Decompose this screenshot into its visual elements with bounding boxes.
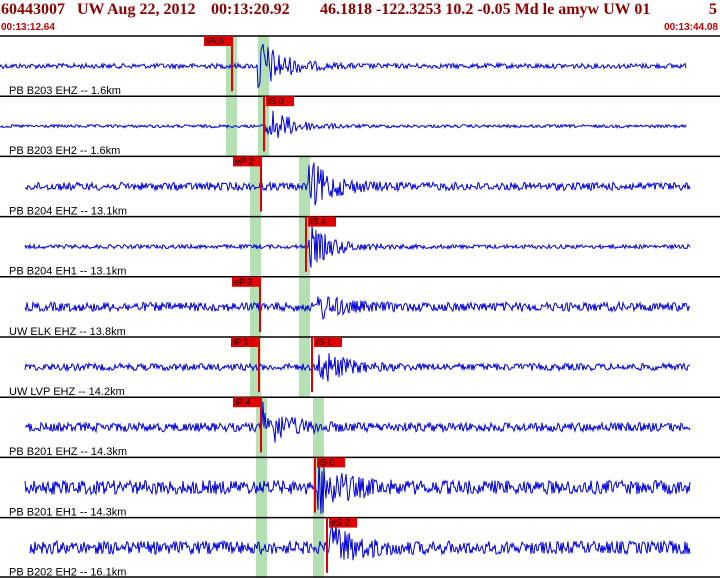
pick-marker: [317, 457, 345, 468]
waveform-trace: [24, 401, 691, 443]
pick-marker: [233, 156, 261, 167]
station-label: UW LVP EHZ -- 14.2km: [9, 386, 125, 398]
waveform-trace: [24, 353, 691, 382]
station-label: PB B201 EH1 -- 14.3km: [9, 506, 126, 518]
waveform-trace: [0, 43, 687, 89]
pick-window-band: [313, 397, 324, 458]
pick-window-band: [299, 276, 310, 337]
pick-label: iPc0: [206, 36, 224, 46]
waveform-trace: [0, 110, 687, 139]
pick-label: eP 2: [234, 277, 252, 287]
pick-label: iP 1: [233, 337, 248, 347]
event-time: 00:13:20.92: [211, 1, 290, 18]
event-trail: 5: [709, 1, 717, 18]
pick-label: iS 1: [316, 337, 332, 347]
pick-window-band: [299, 156, 310, 217]
pick-label: iS 0: [268, 96, 284, 106]
event-header: 60443007 UW Aug 22, 2012 00:13:20.92 46.…: [0, 0, 720, 22]
window-end-time: 00:13:44.08: [664, 22, 718, 33]
pick-window-band: [258, 36, 269, 97]
pick-window-band: [226, 96, 237, 157]
station-label: PB B203 EHZ -- 1.6km: [9, 85, 121, 97]
waveform-trace: [24, 457, 691, 514]
waveform-trace: [24, 162, 691, 206]
pick-label: eS 2: [331, 518, 350, 528]
pick-window-band: [250, 276, 261, 337]
station-label: PB B204 EH1 -- 13.1km: [9, 266, 126, 278]
pick-window-band: [250, 156, 261, 217]
station-label: PB B201 EHZ -- 14.3km: [9, 446, 127, 458]
window-start-time: 00:13:12.64: [1, 22, 55, 33]
pick-marker: [314, 337, 342, 347]
pick-label: iS 0: [319, 457, 335, 467]
pick-marker: [233, 397, 261, 408]
pick-label: iS 4: [310, 217, 326, 227]
pick-window-band: [250, 337, 261, 398]
pick-label: eP 2: [235, 156, 253, 166]
waveform-trace: [29, 519, 691, 561]
pick-window-band: [299, 337, 310, 398]
pick-marker: [266, 96, 294, 107]
pick-marker: [231, 337, 259, 347]
pick-marker: [308, 216, 336, 227]
waveform-trace: [24, 296, 691, 320]
pick-window-band: [256, 517, 267, 578]
station-label: PB B204 EHZ -- 13.1km: [9, 205, 127, 217]
waveform-trace: [24, 225, 691, 268]
pick-marker: [232, 276, 260, 287]
pick-marker: [329, 517, 357, 528]
pick-label: iP 4: [235, 397, 250, 407]
event-id: 60443007: [1, 1, 65, 18]
station-label: PB B202 EH2 -- 16.1km: [9, 567, 126, 578]
event-date: Aug 22, 2012: [107, 1, 196, 18]
event-network: UW: [77, 1, 105, 18]
station-label: PB B203 EH2 -- 1.6km: [9, 145, 120, 157]
station-label: UW ELK EHZ -- 13.8km: [9, 326, 126, 338]
pick-marker: [204, 36, 232, 46]
event-location: 46.1818 -122.3253 10.2 -0.05 Md le amyw …: [320, 1, 651, 18]
